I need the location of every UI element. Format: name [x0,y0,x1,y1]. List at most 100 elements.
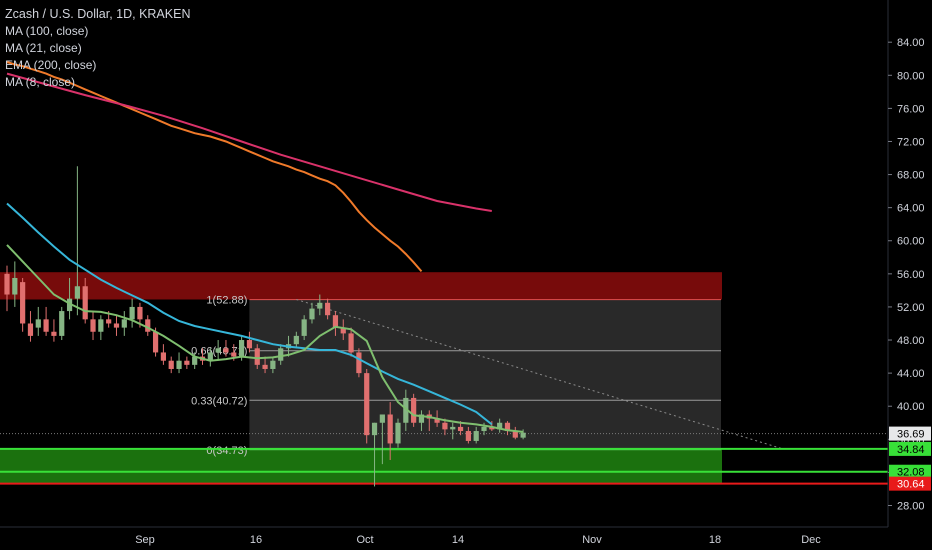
candle-body [348,333,354,353]
candle-body [325,302,331,316]
candle-body [504,422,511,432]
candle-body [4,273,10,295]
ma-21-line [6,202,493,426]
candle-body [278,348,284,361]
legend-ema-200[interactable]: EMA (200, close) [5,58,97,72]
candle-body [387,414,393,444]
candle-body [465,431,471,441]
candle-body [98,319,104,332]
fibonacci-level-label: 1(52.88) [206,295,247,307]
candle-body [231,352,237,357]
price-axis-tick-label: 48.00 [897,335,925,347]
time-axis-label: Sep [135,534,155,546]
legend-ma-21[interactable]: MA (21, close) [5,41,82,55]
candle-body [106,319,112,324]
candle-body [184,360,190,365]
candle-body [457,426,464,432]
candle-body [129,306,135,320]
time-axis-label: 18 [709,534,721,546]
candle-body [403,397,409,423]
fibonacci-box [249,299,722,450]
price-axis-tick-label: 84.00 [897,37,925,49]
fibonacci-level-label: 0(34.73) [206,445,247,457]
candle-body [442,422,448,430]
support-bottom-badge-label: 30.64 [897,479,925,491]
price-axis-tick-label: 52.00 [897,302,925,314]
time-axis-label: 16 [250,534,262,546]
candle-body [90,319,96,332]
time-axis-label: Dec [801,534,821,546]
candle-body [192,356,198,365]
price-axis-tick-label: 60.00 [897,236,925,248]
support-zone [0,448,722,484]
candle-body [12,277,18,295]
candle-body [434,418,440,423]
candle-body [379,414,385,423]
candle-body [176,360,182,369]
candle-body [309,308,315,320]
candle-body [395,422,401,444]
candle-body [340,327,346,334]
candle-body [317,302,323,309]
candle-body [364,373,370,436]
support-mid-badge-label: 32.08 [897,467,925,479]
ma-8-line [6,244,524,433]
legend-ma-8[interactable]: MA (8, close) [5,75,76,89]
candle-body [450,426,456,430]
time-axis-label: Nov [582,534,602,546]
candle-body [254,348,260,365]
candle-body [262,364,268,369]
candle-body [59,311,65,336]
candle-body [356,352,362,374]
support-top-badge-label: 34.84 [897,444,925,456]
price-axis-tick-label: 44.00 [897,368,925,380]
candle-body [293,335,299,345]
candle-body [411,397,417,423]
symbol-title[interactable]: Zcash / U.S. Dollar, 1D, KRAKEN [5,7,191,21]
candle-body [74,286,80,299]
support-mid-badge [889,464,931,479]
candle-body [223,348,229,353]
support-top-badge [889,441,931,456]
candles-group [4,166,526,487]
candle-body [520,432,526,438]
candle-body [332,315,339,328]
last-price-badge [889,426,931,441]
price-axis-tick-label: 64.00 [897,203,925,215]
candle-body [35,319,41,328]
candle-body [27,323,34,336]
candle-body [66,298,73,312]
candle-body [152,331,159,353]
candle-body [160,352,166,361]
candle-body [145,319,151,332]
candle-body [43,319,49,332]
candle-body [481,426,487,432]
support-bottom-badge [889,476,931,491]
candle-body [82,286,88,320]
candle-body [497,422,503,430]
price-axis-tick-label: 72.00 [897,136,925,148]
candle-body [239,340,245,357]
time-axis-label: 14 [452,534,464,546]
price-axis-tick-label: 56.00 [897,269,925,281]
candle-body [51,331,57,336]
candle-body [121,319,127,328]
candle-body [418,414,425,423]
time-axis-label: Oct [356,534,373,546]
candle-body [371,422,378,436]
fibonacci-level-label: 0.33(40.72) [191,395,247,407]
candle-body [137,306,143,320]
legend-ma-100[interactable]: MA (100, close) [5,24,89,38]
candle-body [246,340,253,349]
candle-body [215,348,221,353]
candle-body [301,319,307,336]
price-axis-tick-label: 76.00 [897,103,925,115]
candle-body [20,282,26,324]
resistance-zone [0,272,722,300]
price-axis-tick-label: 40.00 [897,401,925,413]
candle-body [473,431,479,441]
ema-200-line [6,72,492,212]
price-axis-tick-label: 80.00 [897,70,925,82]
last-price-badge-label: 36.69 [897,429,925,441]
